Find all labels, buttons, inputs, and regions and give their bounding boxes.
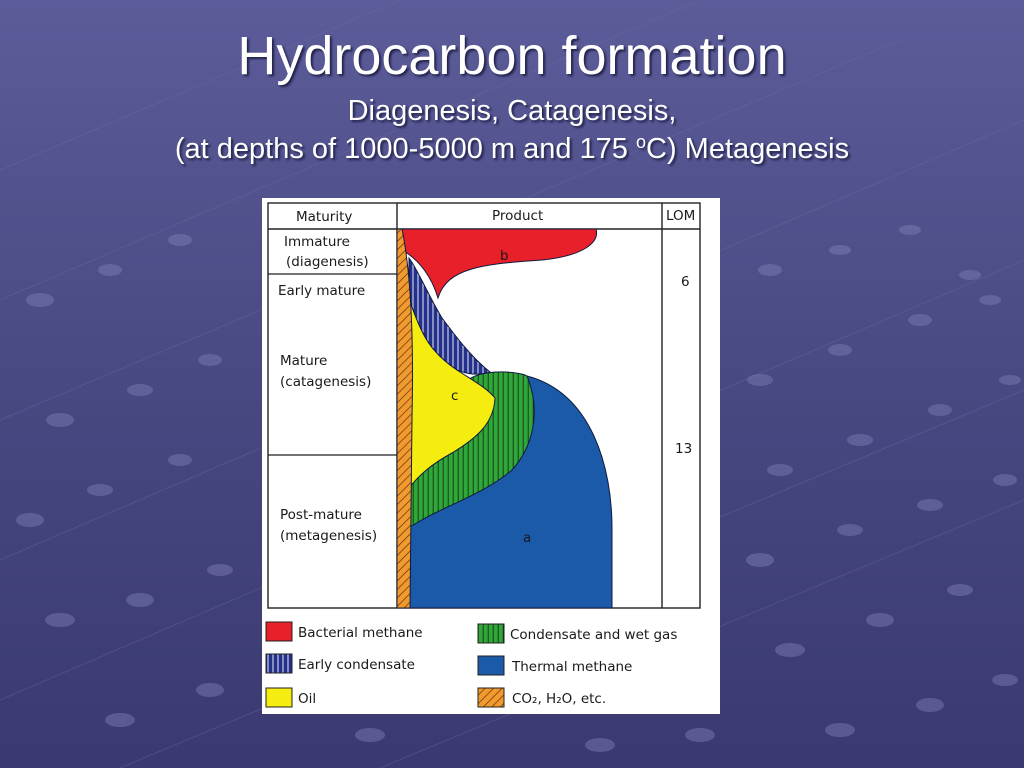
subtitle-line-2-end: C) Metagenesis <box>646 133 850 165</box>
legend-swatch-condensate-wet-gas <box>477 623 505 644</box>
bacterial-methane-region <box>401 228 598 300</box>
region-label-bacterial: b <box>500 248 509 264</box>
legend-label-thermal-methane: Thermal methane <box>511 659 632 675</box>
legend-swatch-thermal-methane <box>477 655 505 676</box>
co2-h2o-region <box>396 228 413 609</box>
header-product: Product <box>492 208 543 224</box>
stage-mature-note: (catagenesis) <box>280 374 371 390</box>
header-maturity: Maturity <box>296 209 352 225</box>
stage-immature-note: (diagenesis) <box>286 254 369 270</box>
stage-post-mature-note: (metagenesis) <box>280 528 377 544</box>
legend-swatch-early-condensate <box>265 653 293 674</box>
hydrocarbon-maturity-diagram: Maturity Product LOM Immature (diagenesi… <box>262 198 720 714</box>
early-condensate-region <box>408 256 492 375</box>
legend-label-bacterial-methane: Bacterial methane <box>298 625 423 641</box>
region-label-oil: c <box>451 388 458 404</box>
subtitle-line-2-start: (at depths of 1000-5000 m and 175 <box>174 133 636 165</box>
legend-swatch-co2-h2o <box>477 687 505 708</box>
stage-post-mature: Post-mature <box>280 507 362 523</box>
lom-value-lower: 13 <box>675 441 692 457</box>
legend-swatch-bacterial-methane <box>265 621 293 642</box>
header-lom: LOM <box>666 208 695 224</box>
diagram-figure: Maturity Product LOM Immature (diagenesi… <box>265 202 701 708</box>
legend-label-early-condensate: Early condensate <box>298 657 415 673</box>
degree-superscript: o <box>636 132 647 152</box>
legend-label-oil: Oil <box>298 691 316 707</box>
lom-value-upper: 6 <box>681 274 690 290</box>
legend-label-co2-h2o: CO₂, H₂O, etc. <box>512 691 606 707</box>
slide-title: Hydrocarbon formation <box>237 26 787 86</box>
subtitle-line-1: Diagenesis, Catagenesis, <box>347 95 677 127</box>
slide-subtitle: Diagenesis, Catagenesis, (at depths of 1… <box>0 92 1024 168</box>
subtitle-line-2: (at depths of 1000-5000 m and 175 oC) Me… <box>0 130 1024 168</box>
legend-swatch-oil <box>265 687 293 708</box>
legend-label-condensate-wet-gas: Condensate and wet gas <box>510 627 677 643</box>
region-label-thermal: a <box>523 530 531 546</box>
stage-early-mature: Early mature <box>278 283 365 299</box>
stage-mature: Mature <box>280 353 327 369</box>
stage-immature: Immature <box>284 234 350 250</box>
legend: Bacterial methane Early condensate Oil C… <box>265 621 677 708</box>
